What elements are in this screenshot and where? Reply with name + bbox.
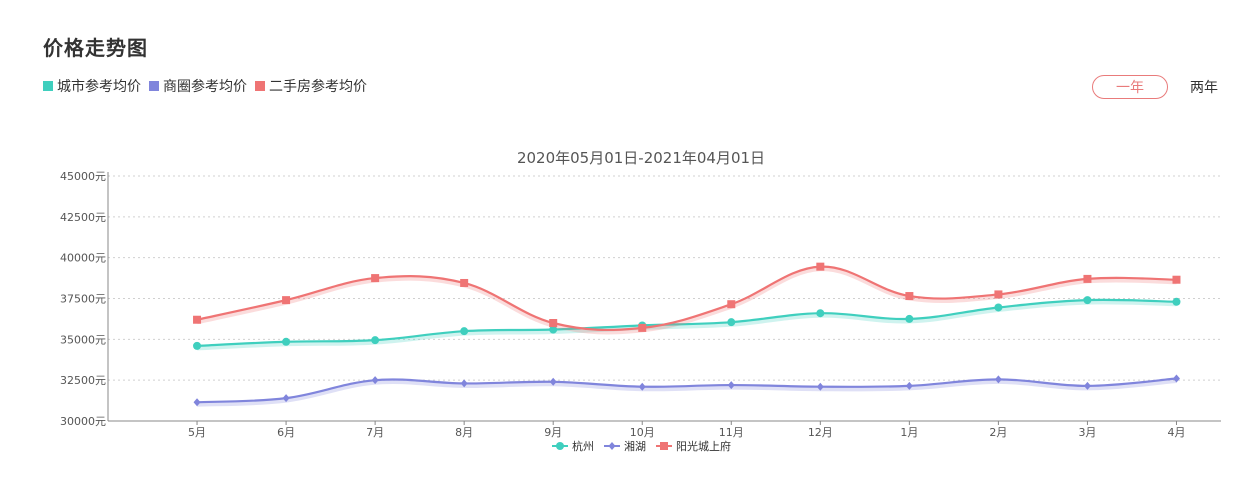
data-point [816, 309, 825, 318]
data-point [460, 278, 469, 287]
x-tick-label: 2月 [989, 426, 1007, 439]
x-tick-label: 12月 [808, 426, 833, 439]
data-point [1172, 275, 1181, 284]
period-selector: 一年 两年 [1092, 75, 1218, 99]
y-tick-label: 37500元 [60, 293, 106, 306]
one-year-button[interactable]: 一年 [1092, 75, 1168, 99]
chart-legend: 杭州 湘湖 阳光城上府 [552, 439, 731, 453]
data-point [994, 290, 1003, 299]
y-tick-label: 30000元 [60, 415, 106, 428]
series-line-shadow [196, 266, 1177, 335]
data-point [193, 341, 202, 350]
series-line [196, 265, 1177, 332]
chart-title: 2020年05月01日-2021年04月01日 [517, 149, 765, 167]
data-point [193, 398, 201, 407]
price-type-legend: 城市参考均价 商圈参考均价 二手房参考均价 [43, 76, 375, 96]
data-point [638, 323, 647, 332]
legend-swatch-district [149, 81, 159, 91]
legend-label-secondhand: 二手房参考均价 [269, 79, 367, 95]
x-tick-label: 9月 [544, 426, 562, 439]
x-tick-label: 5月 [188, 426, 206, 439]
data-point [371, 376, 379, 385]
series-0 [193, 296, 1181, 351]
data-point [638, 382, 646, 391]
legend-marker [556, 442, 564, 450]
chart-grid [108, 175, 1221, 381]
page-title: 价格走势图 [43, 36, 148, 60]
data-point [282, 394, 290, 403]
data-point [282, 296, 291, 305]
data-point [549, 319, 558, 327]
data-point [816, 382, 824, 391]
two-years-button[interactable]: 两年 [1190, 80, 1218, 96]
legend-item-city[interactable]: 城市参考均价 [43, 76, 141, 96]
data-point [1172, 374, 1180, 383]
series-line-shadow [196, 299, 1177, 351]
y-tick-label: 35000元 [60, 333, 106, 346]
chart-legend-item-2: 阳光城上府 [656, 439, 731, 453]
chart-legend-item-1: 湘湖 [604, 439, 646, 453]
data-point [994, 375, 1002, 384]
chart-legend-label: 湘湖 [624, 439, 646, 453]
data-point [905, 292, 914, 301]
chart-legend-label: 阳光城上府 [676, 439, 731, 453]
data-point [549, 377, 557, 386]
x-tick-label: 4月 [1167, 426, 1185, 439]
y-axis: 30000元 32500元 35000元 37500元 40000元 42500元 4500… [60, 170, 109, 428]
x-axis: 5月 6月 7月 8月 9月 10月 11月 12月 1月 2月 3月 4月 [108, 420, 1221, 439]
y-tick-label: 32500元 [60, 374, 106, 387]
y-tick-label: 42500元 [60, 211, 106, 224]
data-point [193, 315, 202, 324]
data-point [1172, 297, 1181, 306]
data-point [460, 379, 468, 388]
data-point [905, 381, 913, 390]
series-line-shadow [196, 378, 1177, 407]
data-point [727, 381, 735, 390]
chart-legend-label: 杭州 [572, 439, 594, 453]
x-tick-label: 11月 [719, 426, 744, 439]
data-point [727, 318, 736, 327]
data-point [727, 300, 736, 309]
legend-marker [660, 442, 668, 450]
x-tick-label: 8月 [455, 426, 473, 439]
chart-legend-item-0: 杭州 [552, 439, 594, 453]
legend-item-district[interactable]: 商圈参考均价 [149, 76, 247, 96]
legend-label-city: 城市参考均价 [57, 79, 141, 95]
legend-item-secondhand[interactable]: 二手房参考均价 [255, 76, 367, 96]
data-point [1083, 296, 1092, 305]
data-point [549, 325, 558, 334]
data-point [460, 327, 469, 336]
series-1 [193, 374, 1180, 407]
x-tick-label: 3月 [1078, 426, 1096, 439]
y-tick-label: 45000元 [60, 170, 106, 183]
data-point [816, 262, 825, 271]
x-tick-label: 6月 [277, 426, 295, 439]
x-tick-label: 7月 [366, 426, 384, 439]
x-tick-label: 1月 [900, 426, 918, 439]
series-line [196, 377, 1177, 404]
series-2 [193, 262, 1181, 335]
data-point [994, 303, 1003, 312]
chart-series [193, 262, 1181, 407]
data-point [371, 336, 380, 345]
data-point [905, 314, 914, 323]
legend-marker [608, 442, 616, 450]
legend-swatch-city [43, 81, 53, 91]
series-line [196, 298, 1177, 347]
data-point [371, 274, 380, 283]
data-point [282, 337, 291, 346]
legend-label-district: 商圈参考均价 [163, 79, 247, 95]
x-tick-label: 10月 [630, 426, 655, 439]
data-point [1083, 381, 1091, 390]
legend-swatch-secondhand [255, 81, 265, 91]
y-tick-label: 40000元 [60, 252, 106, 265]
data-point [1083, 274, 1092, 283]
